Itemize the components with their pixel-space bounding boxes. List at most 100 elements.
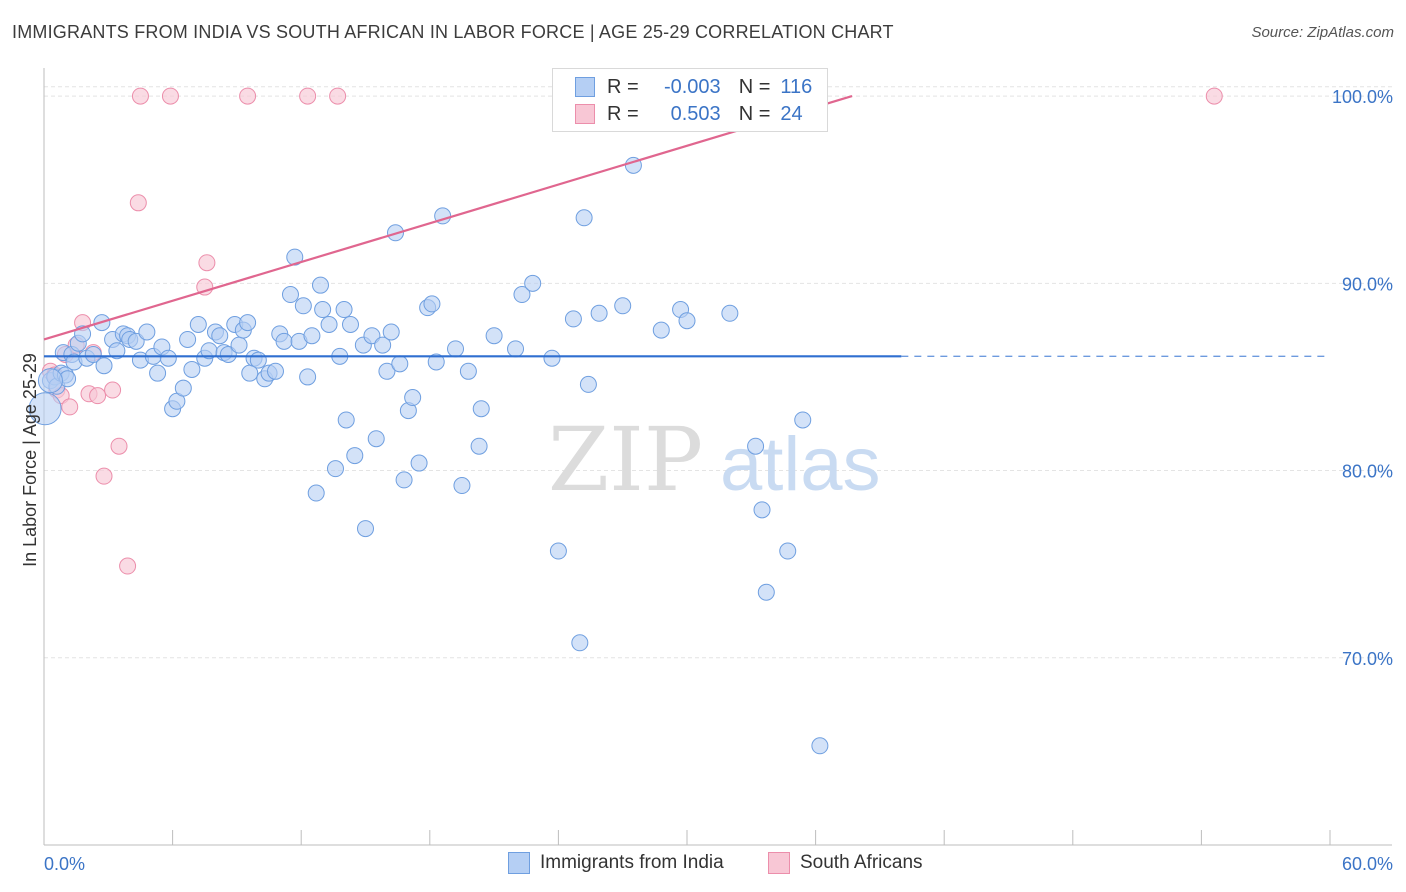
data-point-india (427, 353, 445, 371)
data-point-india (249, 351, 267, 369)
data-point-india (575, 209, 593, 227)
data-point-south-africans (129, 194, 147, 212)
trend-line-south-africans (43, 95, 853, 341)
bottom-legend-india[interactable]: Immigrants from India (508, 852, 724, 874)
data-point-india (590, 304, 608, 322)
data-point-india (404, 389, 422, 407)
stats-legend: R = -0.003 N = 116 R = 0.503 N = 24 (552, 68, 828, 132)
data-point-india (286, 248, 304, 266)
data-point-south-africans (161, 87, 179, 105)
legend-row-south-africans: R = 0.503 N = 24 (575, 102, 803, 126)
source-label: Source: ZipAtlas.com (1251, 24, 1394, 41)
data-point-india (326, 460, 344, 478)
legend-r-value-india: -0.003 (663, 75, 721, 98)
data-point-india (507, 340, 525, 358)
data-point-india (779, 542, 797, 560)
data-point-india (281, 286, 299, 304)
bottom-legend-swatch-india (508, 852, 530, 874)
data-point-south-africans (196, 278, 214, 296)
data-point-india (564, 310, 582, 328)
bottom-legend-label-india: Immigrants from India (540, 852, 724, 873)
y-tick-label: 100.0% (1332, 87, 1393, 107)
data-point-india (472, 400, 490, 418)
data-point-india (84, 345, 102, 363)
data-point-india (275, 332, 293, 350)
data-point-india-cluster (28, 392, 62, 426)
legend-swatch-south-africans (575, 104, 595, 124)
data-point-india (239, 314, 257, 332)
data-point-india (341, 316, 359, 334)
data-point-india (138, 323, 156, 341)
data-point-south-africans (198, 254, 216, 272)
data-point-india (794, 411, 812, 429)
legend-r-value-south-africans: 0.503 (670, 102, 721, 125)
data-point-india (391, 355, 409, 373)
data-point-south-africans (131, 87, 149, 105)
watermark-atlas: atlas (720, 422, 881, 507)
data-point-south-africans (110, 437, 128, 455)
data-point-india (320, 316, 338, 334)
data-point-india (423, 295, 441, 313)
data-point-india (363, 327, 381, 345)
watermark: ZIP atlas (548, 408, 881, 511)
data-point-india (721, 304, 739, 322)
data-point-india (453, 477, 471, 495)
trend-lines (43, 95, 1330, 358)
data-point-india (543, 349, 561, 367)
axes (43, 68, 1392, 846)
data-point-india (179, 330, 197, 348)
data-point-india (513, 286, 531, 304)
data-point-india (811, 737, 829, 755)
bottom-legend-south-africans[interactable]: South Africans (768, 852, 923, 874)
legend-swatch-india (575, 77, 595, 97)
data-point-india (470, 437, 488, 455)
data-point-india (159, 349, 177, 367)
data-point-india (747, 437, 765, 455)
legend-row-india: R = -0.003 N = 116 (575, 75, 812, 99)
data-point-south-africans (1205, 87, 1223, 105)
data-point-south-africans (95, 467, 113, 485)
data-point-india (757, 583, 775, 601)
x-tick-label: 60.0% (1342, 854, 1393, 874)
data-point-india (108, 342, 126, 360)
data-point-india (95, 357, 113, 375)
data-point-india (211, 327, 229, 345)
data-point-south-africans (329, 87, 347, 105)
data-point-india (174, 379, 192, 397)
data-point-india (485, 327, 503, 345)
data-point-india (753, 501, 771, 519)
y-tick-label: 80.0% (1342, 462, 1393, 482)
data-point-south-africans (239, 87, 257, 105)
data-point-india (395, 471, 413, 489)
data-point-india (571, 634, 589, 652)
data-point-india-cluster (37, 368, 63, 394)
legend-n-value-india: 116 (780, 75, 813, 98)
legend-n-value-south-africans: 24 (780, 102, 803, 125)
data-point-india (149, 364, 167, 382)
data-point-india (459, 362, 477, 380)
data-point-india (266, 362, 284, 380)
data-point-south-africans (299, 87, 317, 105)
data-point-india (614, 297, 632, 315)
data-point-india (189, 316, 207, 334)
bottom-legend-label-south-africans: South Africans (800, 852, 923, 873)
data-point-india (335, 301, 353, 319)
data-point-south-africans (119, 557, 137, 575)
y-axis-title: In Labor Force | Age 25-29 (20, 353, 40, 567)
data-point-india (382, 323, 400, 341)
data-point-india (314, 301, 332, 319)
bottom-legend-swatch-south-africans (768, 852, 790, 874)
data-point-india (579, 375, 597, 393)
legend-r-label: R = (607, 102, 639, 125)
legend-n-label: N = (738, 75, 771, 98)
data-point-india (307, 484, 325, 502)
data-point-india (219, 345, 237, 363)
data-point-india (374, 336, 392, 354)
legend-r-label: R = (607, 75, 639, 98)
data-point-india (410, 454, 428, 472)
y-tick-label: 90.0% (1342, 274, 1393, 294)
data-point-india (337, 411, 355, 429)
chart-title: IMMIGRANTS FROM INDIA VS SOUTH AFRICAN I… (12, 22, 894, 42)
data-point-india (549, 542, 567, 560)
